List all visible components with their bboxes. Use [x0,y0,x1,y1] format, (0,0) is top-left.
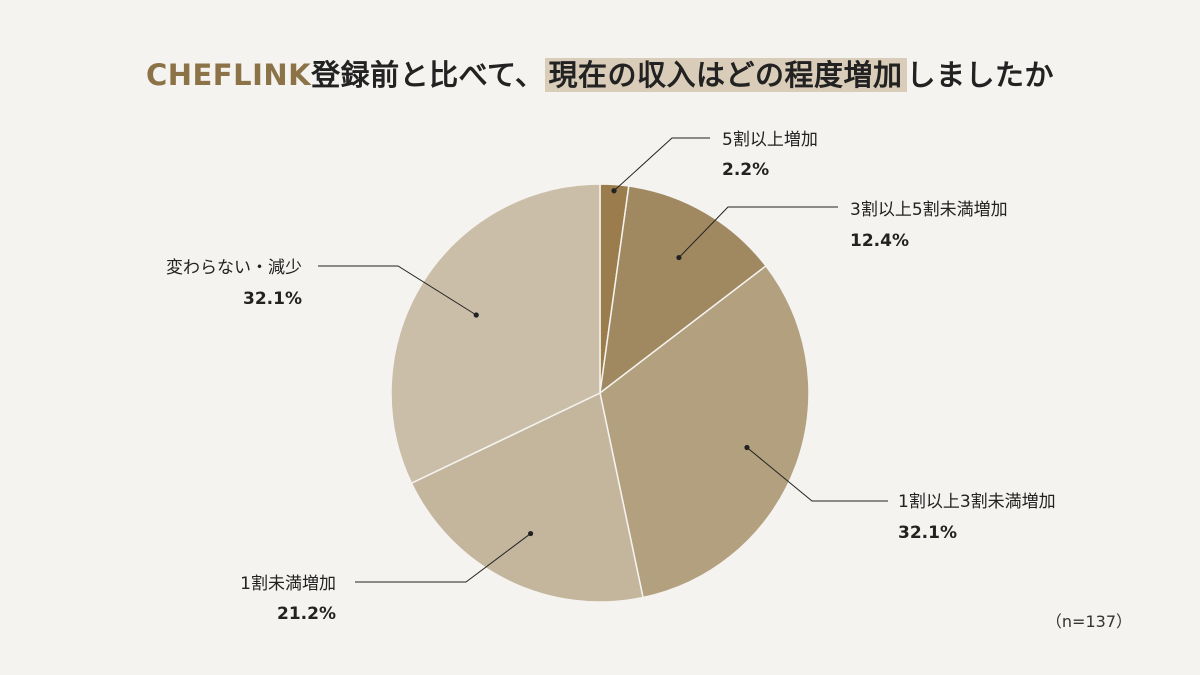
pie-slices [390,183,810,603]
title-part2: しましたか [906,58,1055,92]
callout-line [318,265,477,316]
title-part1: 登録前と比べて、 [311,58,545,92]
slice-label: 5割以上増加 [722,130,818,150]
slice-value-label: 32.1% [243,289,302,309]
pie-slice [599,264,810,599]
title-brand: CHEFLINK [145,58,312,92]
pie-slice [410,391,644,603]
slice-value-label: 12.4% [850,231,909,251]
pie-callouts: 5割以上増加 2.2% 3割以上5割未満増加 12.4% 1割以上3割未満増加 32.1%… [166,130,1056,624]
slice-value-label: 2.2% [722,160,769,180]
callout-line [678,206,838,258]
slice-value-label: 21.2% [277,604,336,624]
callout-line [355,533,531,583]
chart-title: CHEFLINK登録前と比べて、 現在の収入はどの程度増加 しましたか [0,52,1200,94]
slice-label: 3割以上5割未満増加 [850,200,1008,220]
slice-label: 変わらない・減少 [166,258,302,278]
slice-label: 1割未満増加 [240,574,336,594]
sample-size-note: （n=137） [1045,612,1132,631]
pie-slice [599,185,767,395]
callout-line [613,137,710,192]
title-highlight: 現在の収入はどの程度増加 [544,58,907,92]
slice-value-label: 32.1% [898,523,957,543]
callout-line [746,447,888,502]
slice-label: 1割以上3割未満増加 [898,492,1056,512]
